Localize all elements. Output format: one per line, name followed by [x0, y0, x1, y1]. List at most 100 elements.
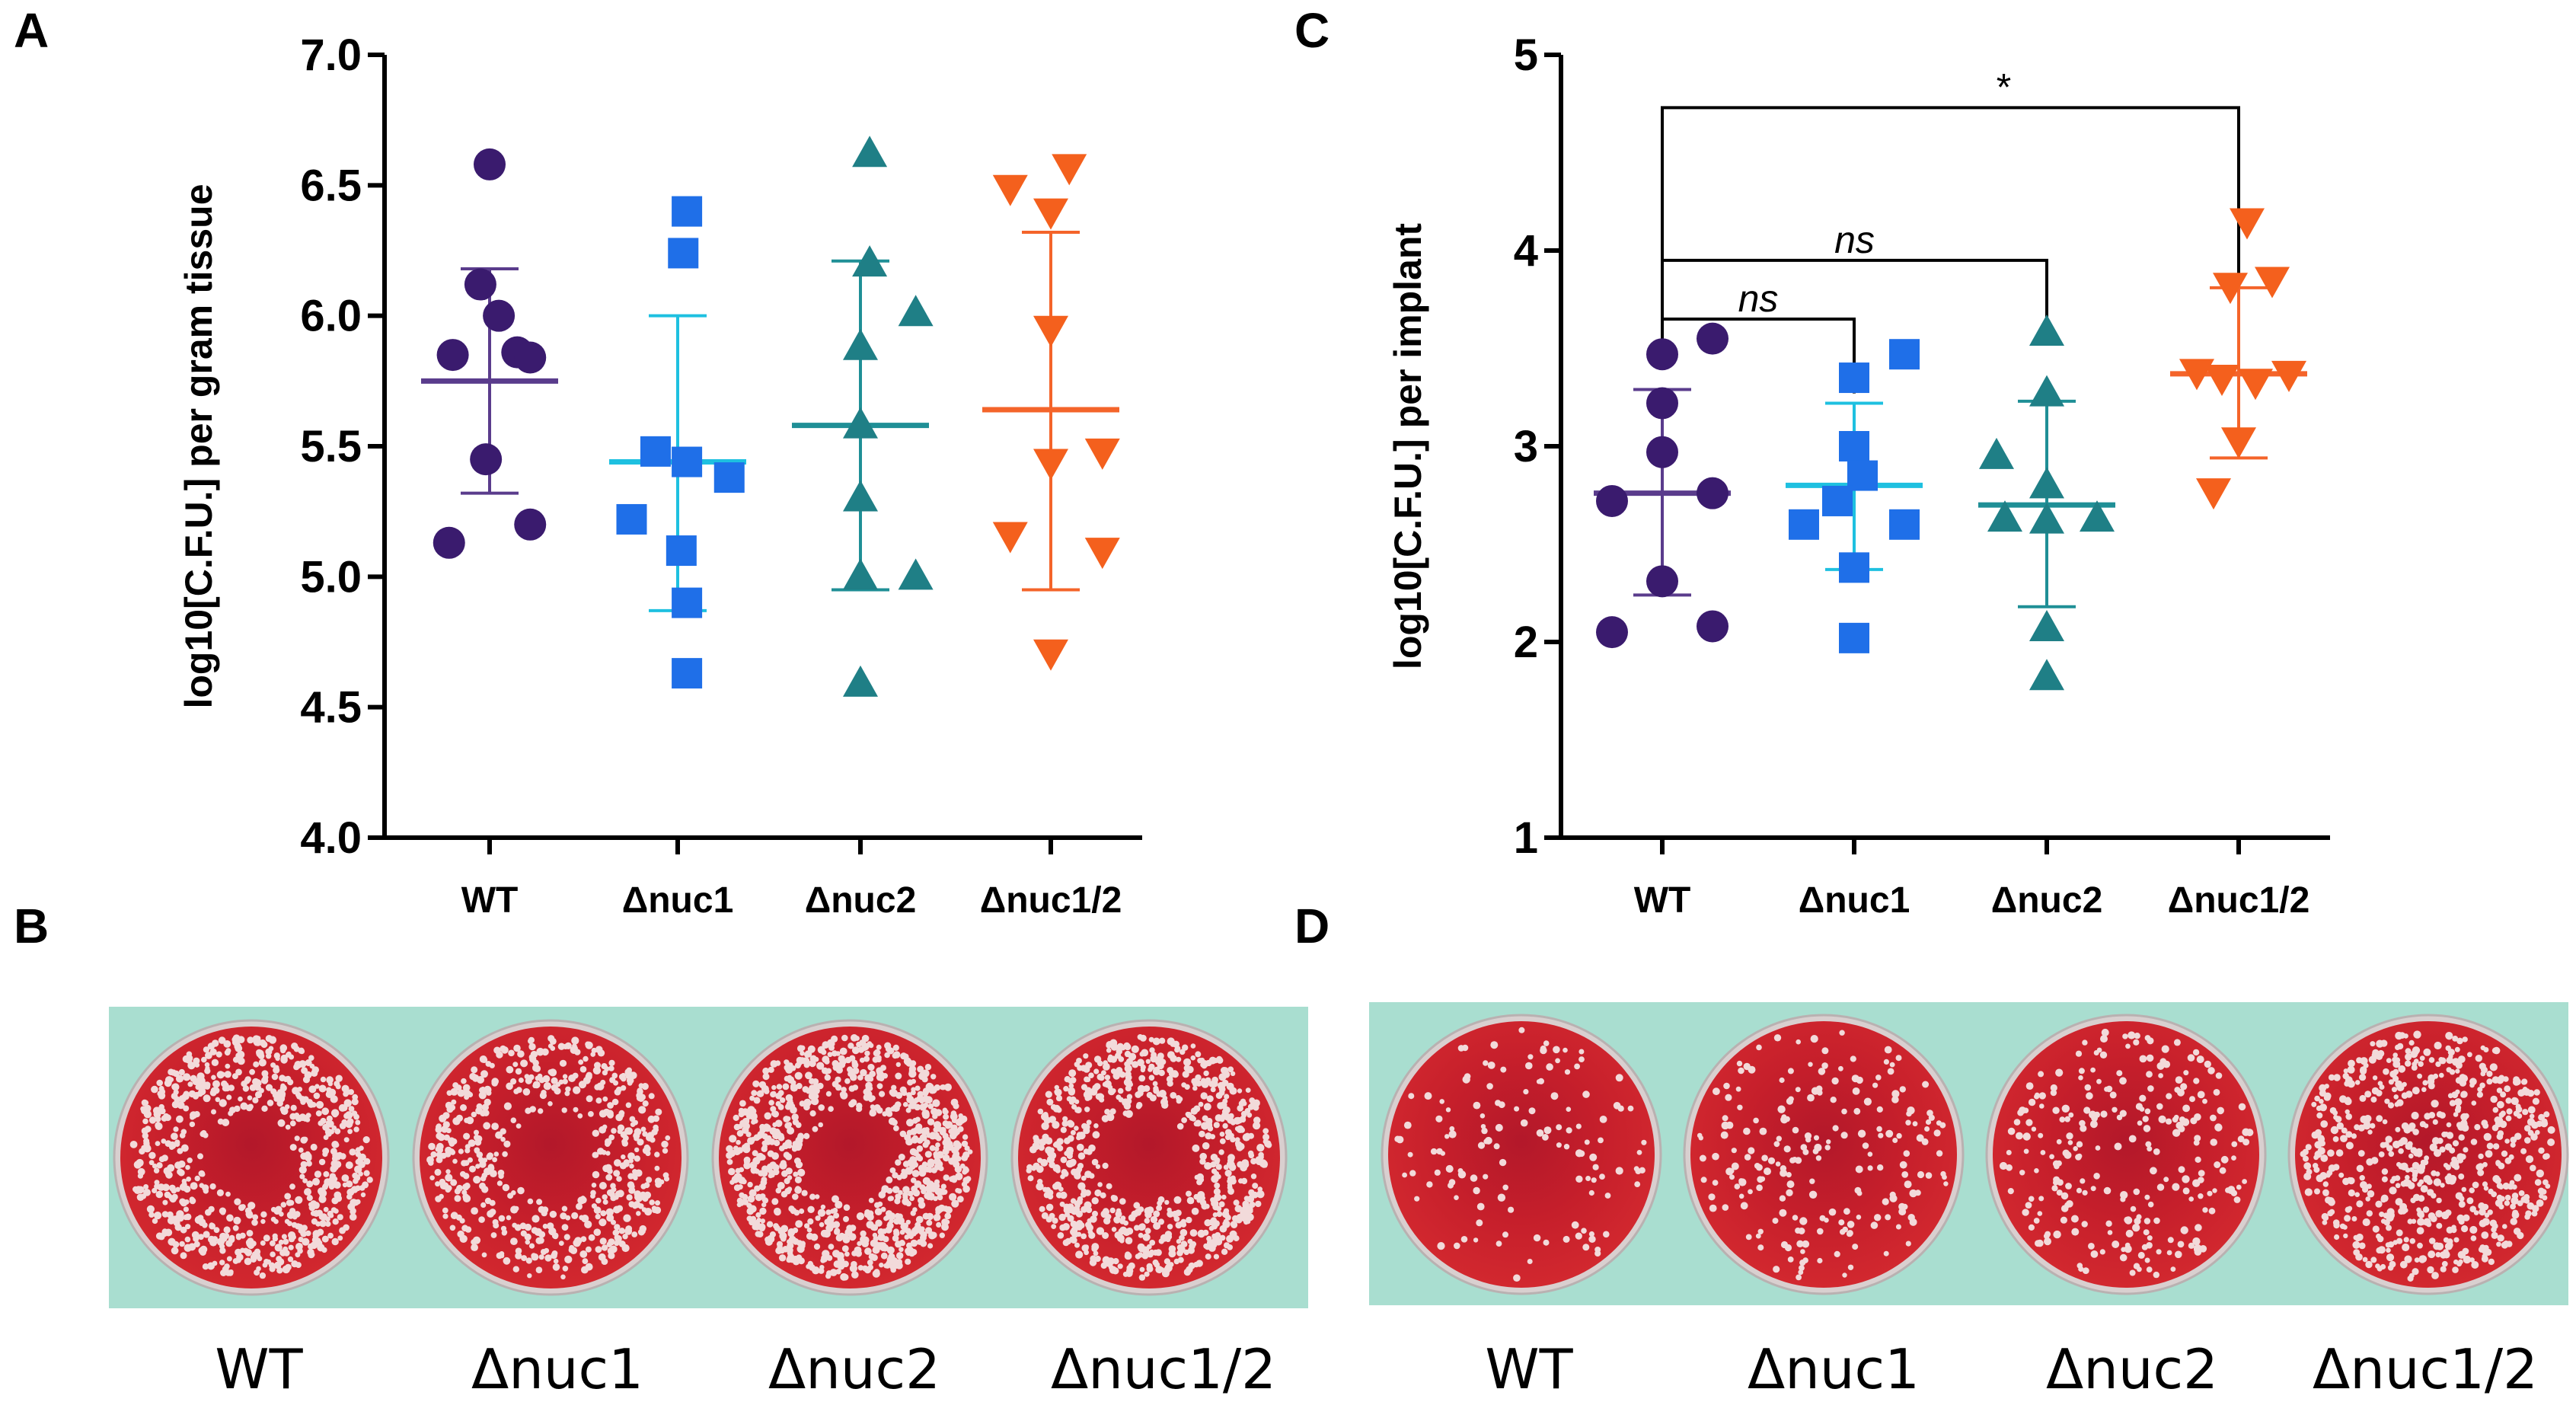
colony	[528, 1054, 535, 1060]
colony	[2389, 1070, 2397, 1078]
colony	[439, 1193, 444, 1199]
colony	[561, 1224, 569, 1231]
colony	[2535, 1129, 2540, 1135]
colony	[531, 1227, 538, 1234]
colony	[226, 1094, 232, 1100]
colony	[1556, 1124, 1563, 1131]
colony	[308, 1085, 317, 1094]
colony	[1075, 1210, 1083, 1218]
colony	[756, 1090, 762, 1097]
colony	[613, 1080, 618, 1086]
colony	[1582, 1090, 1590, 1098]
colony	[1764, 1167, 1771, 1176]
colony	[930, 1074, 937, 1080]
colony	[895, 1193, 900, 1199]
colony	[935, 1142, 940, 1148]
colony	[943, 1136, 951, 1145]
colony	[1227, 1185, 1233, 1190]
colony	[1173, 1196, 1182, 1204]
colony	[958, 1116, 966, 1124]
colony	[553, 1258, 559, 1264]
colony	[646, 1132, 655, 1139]
colony	[1815, 1155, 1822, 1161]
colony	[2400, 1180, 2407, 1187]
colony	[329, 1129, 334, 1135]
colony	[2089, 1120, 2098, 1129]
colony	[542, 1223, 548, 1229]
plate-b-nuc2	[711, 1019, 988, 1296]
colony	[203, 1231, 210, 1238]
colony	[469, 1165, 476, 1173]
colony	[1168, 1245, 1176, 1253]
colony	[2161, 1045, 2169, 1053]
colony	[1093, 1068, 1100, 1075]
colony	[493, 1151, 500, 1157]
colony	[2133, 1188, 2140, 1196]
colony	[2242, 1138, 2250, 1146]
colony	[2345, 1131, 2353, 1138]
colony	[761, 1140, 768, 1146]
colony	[756, 1231, 764, 1237]
colony	[751, 1090, 758, 1097]
colony	[1219, 1138, 1226, 1145]
colony	[813, 1082, 819, 1088]
colony	[807, 1218, 814, 1225]
colony	[2463, 1147, 2469, 1153]
colony	[2507, 1183, 2514, 1190]
colony	[2214, 1123, 2223, 1132]
colony	[334, 1128, 341, 1135]
chart-a-point-nuc2	[843, 558, 878, 590]
colony	[856, 1103, 863, 1110]
colony	[532, 1064, 540, 1072]
colony	[2119, 1253, 2128, 1262]
colony	[1636, 1150, 1642, 1155]
colony	[179, 1241, 185, 1247]
colony	[1211, 1175, 1219, 1183]
colony	[955, 1188, 960, 1193]
colony	[590, 1189, 596, 1196]
colony	[516, 1123, 522, 1129]
colony	[1862, 1142, 1869, 1149]
colony	[464, 1148, 471, 1154]
colony	[326, 1087, 332, 1093]
colony	[919, 1134, 927, 1142]
colony	[288, 1244, 294, 1250]
colony	[817, 1082, 824, 1090]
colony	[2405, 1053, 2412, 1061]
colony	[1074, 1242, 1080, 1248]
colony	[1850, 1055, 1856, 1062]
colony	[2049, 1154, 2055, 1160]
colony	[1138, 1075, 1146, 1082]
colony	[2412, 1062, 2418, 1067]
colony	[1887, 1068, 1894, 1075]
colony	[2236, 1184, 2242, 1190]
colony	[2452, 1036, 2459, 1042]
colony	[623, 1214, 631, 1222]
colony	[729, 1135, 737, 1143]
colony	[286, 1221, 292, 1227]
colony	[223, 1040, 231, 1048]
colony	[515, 1247, 522, 1254]
colony	[2153, 1148, 2160, 1155]
colony	[1743, 1127, 1751, 1135]
colony	[1133, 1202, 1141, 1209]
colony	[779, 1161, 787, 1170]
colony	[2408, 1272, 2415, 1279]
colony	[225, 1270, 231, 1276]
colony	[1898, 1208, 1907, 1216]
colony	[2376, 1039, 2384, 1048]
colony	[759, 1123, 766, 1131]
colony	[607, 1102, 614, 1109]
colony	[1787, 1257, 1794, 1263]
colony	[216, 1189, 224, 1196]
colony	[2167, 1237, 2174, 1244]
colony	[2458, 1196, 2465, 1202]
colony	[943, 1174, 950, 1181]
colony	[484, 1085, 492, 1094]
colony	[1712, 1180, 1719, 1186]
colony	[294, 1135, 300, 1142]
colony	[930, 1167, 937, 1173]
colony	[251, 1251, 259, 1259]
colony	[129, 1141, 138, 1148]
